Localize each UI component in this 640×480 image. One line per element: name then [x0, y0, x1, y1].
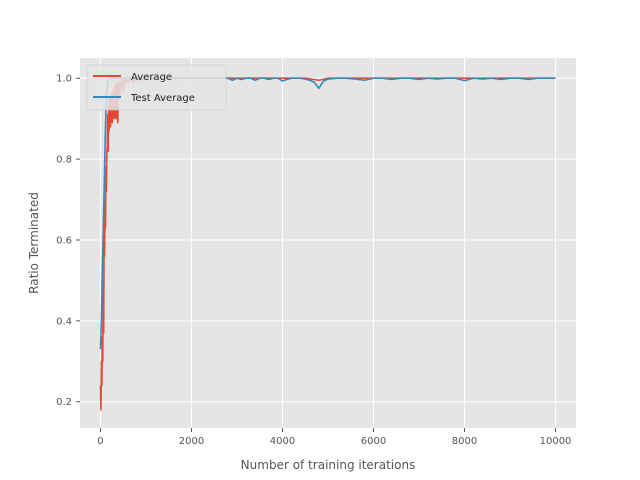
y-tick-label: 1.0: [56, 74, 72, 85]
y-tick-label: 0.4: [56, 316, 72, 327]
legend-box: [86, 64, 227, 111]
x-axis-title: Number of training iterations: [241, 458, 416, 472]
plot-area: [80, 58, 576, 428]
x-tick-label: 10000: [540, 436, 572, 447]
x-tick-label: 4000: [270, 436, 295, 447]
legend-label-average: Average: [131, 72, 172, 83]
y-tick-label: 0.6: [56, 235, 72, 246]
x-tick-label: 0: [97, 436, 103, 447]
y-axis-title: Ratio Terminated: [27, 192, 41, 294]
legend-label-test-average: Test Average: [130, 93, 195, 104]
legend: Average Test Average: [86, 64, 227, 111]
x-tick-label: 2000: [179, 436, 204, 447]
axis-ticks: 0 2000 4000 6000 8000 10000 0.2 0.4 0.6 0.8 1.0: [56, 74, 571, 447]
x-tick-label: 8000: [452, 436, 477, 447]
y-tick-label: 0.2: [56, 397, 72, 408]
y-tick-label: 0.8: [56, 155, 72, 166]
x-tick-label: 6000: [361, 436, 386, 447]
